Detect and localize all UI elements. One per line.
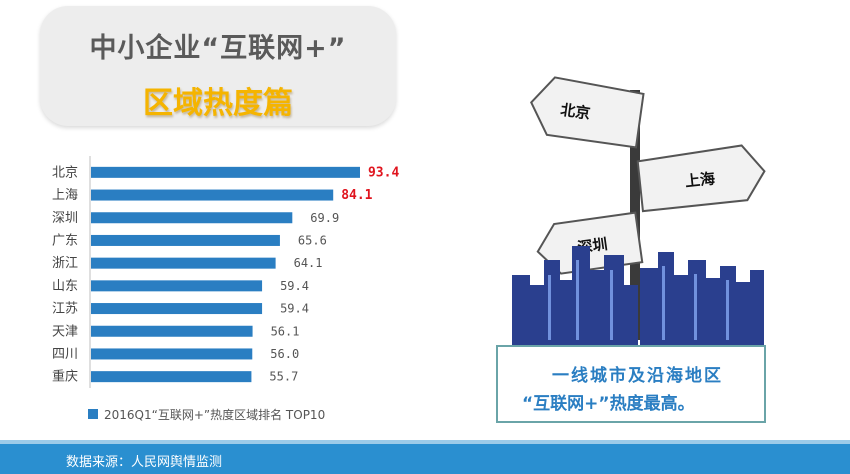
category-label: 北京 xyxy=(52,165,78,180)
category-label: 上海 xyxy=(52,188,78,203)
bar xyxy=(91,303,263,315)
data-label: 59.4 xyxy=(280,279,309,293)
title-panel: 中小企业“互联网+” 区域热度篇 xyxy=(40,6,396,126)
category-label: 江苏 xyxy=(52,301,78,317)
bar xyxy=(91,212,293,224)
category-label: 山东 xyxy=(52,279,78,294)
legend-swatch xyxy=(88,409,98,419)
callout-line1: 一线城市及沿海地区 xyxy=(552,366,723,386)
data-label: 56.1 xyxy=(271,324,300,338)
city-signpost-illustration: 北京 上海 深圳 xyxy=(512,76,766,345)
category-label: 四川 xyxy=(52,347,78,362)
bar xyxy=(91,371,252,383)
bar xyxy=(91,280,263,292)
callout-line2: “互联网+”热度最高。 xyxy=(522,394,695,414)
page-subtitle: 区域热度篇 xyxy=(143,86,293,121)
data-source: 数据来源：人民网舆情监测 xyxy=(66,455,223,470)
signpost-sign-shanghai: 上海 xyxy=(636,144,766,213)
bar-chart: 北京 93.4 上海 84.1 深圳 69.9 广东 65.6 浙江 64.1 山东 59.4 江苏 59… xyxy=(52,156,399,388)
bar xyxy=(91,348,253,360)
category-label: 广东 xyxy=(52,233,78,248)
data-label: 84.1 xyxy=(341,188,372,203)
page-title: 中小企业“互联网+” xyxy=(89,33,347,64)
callout-box: 一线城市及沿海地区 “互联网+”热度最高。 xyxy=(496,345,766,423)
category-label: 浙江 xyxy=(52,256,78,271)
category-label: 天津 xyxy=(52,324,78,339)
signpost-sign-beijing: 北京 xyxy=(530,76,645,149)
data-label: 65.6 xyxy=(298,233,327,247)
bar xyxy=(91,189,334,201)
bar xyxy=(91,166,360,178)
legend-label: 2016Q1“互联网+”热度区域排名 TOP10 xyxy=(104,407,326,422)
data-label: 59.4 xyxy=(280,302,309,316)
bar xyxy=(91,325,253,337)
footer-strip xyxy=(0,440,850,444)
data-label: 56.0 xyxy=(270,347,299,361)
sign-board xyxy=(530,76,645,149)
bar xyxy=(91,234,280,246)
data-label: 55.7 xyxy=(269,370,298,384)
bar-group: 北京 93.4 上海 84.1 深圳 69.9 广东 65.6 浙江 64.1 山东 59.4 江苏 59… xyxy=(52,165,399,384)
data-label: 93.4 xyxy=(368,165,399,180)
category-label: 深圳 xyxy=(52,211,78,226)
footer-bar: 数据来源：人民网舆情监测 xyxy=(0,444,850,474)
skyline-windows xyxy=(548,260,729,340)
sign-board xyxy=(636,144,766,213)
bar xyxy=(91,257,276,269)
data-label: 69.9 xyxy=(310,211,339,225)
sign-label-shanghai: 上海 xyxy=(684,169,716,190)
category-label: 重庆 xyxy=(52,369,78,385)
chart-legend: 2016Q1“互联网+”热度区域排名 TOP10 xyxy=(88,404,325,424)
sign-label-beijing: 北京 xyxy=(559,101,591,123)
data-label: 64.1 xyxy=(294,256,323,270)
